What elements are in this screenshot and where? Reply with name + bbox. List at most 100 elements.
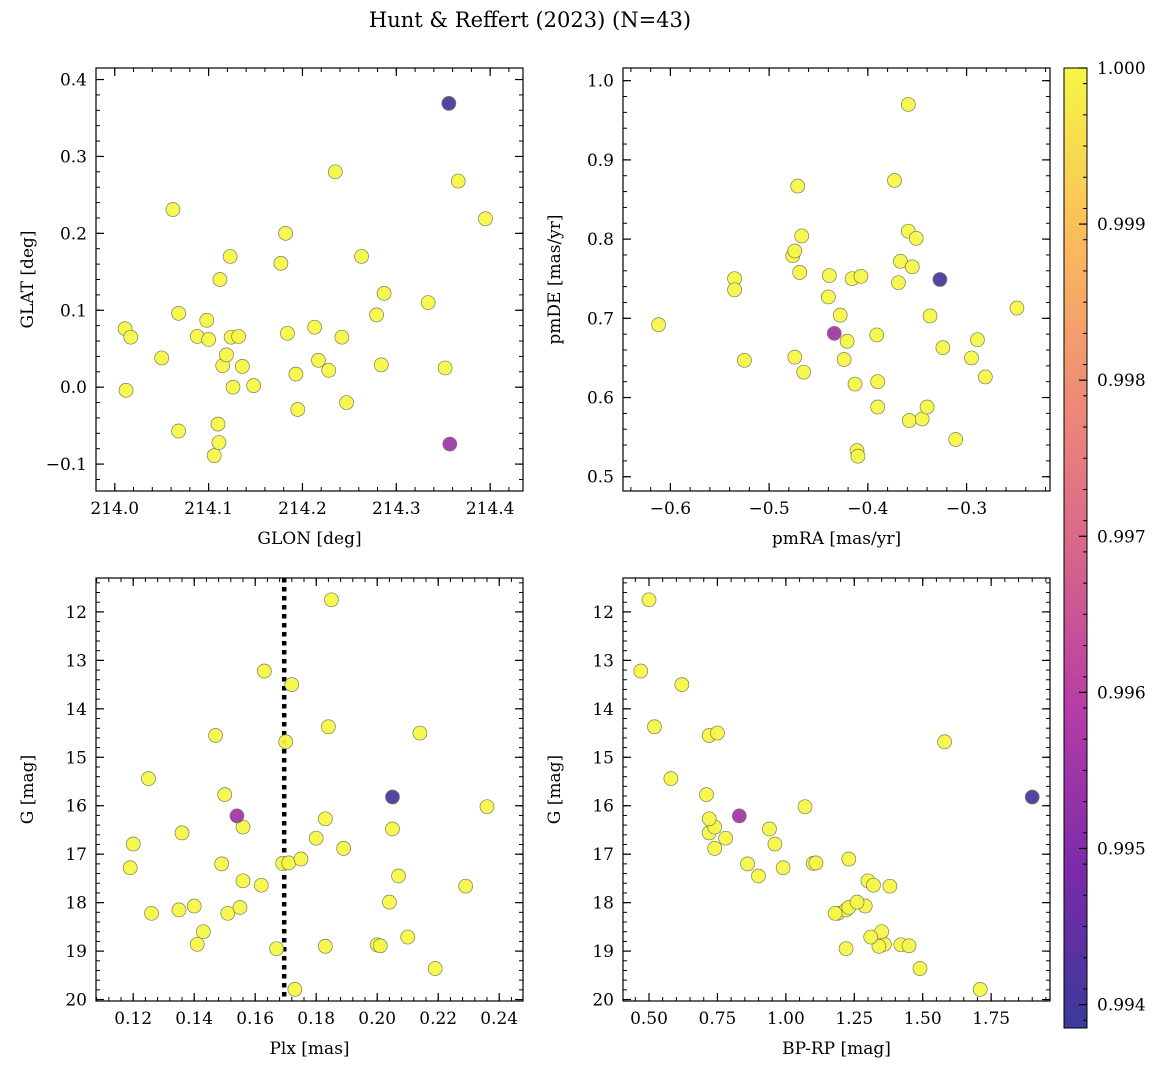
scatter-point <box>450 173 466 189</box>
scatter-point <box>891 275 906 291</box>
scatter-point <box>144 905 159 921</box>
scatter-point <box>787 349 803 365</box>
scatter-point <box>832 307 848 323</box>
scatter-point <box>235 819 251 835</box>
scatter-point <box>919 399 935 415</box>
colorbar-tick-label: 1.000 <box>1097 59 1146 79</box>
scatter-point <box>674 677 690 692</box>
x-tick-label: 0.50 <box>630 1009 668 1029</box>
scatter-point <box>339 395 354 410</box>
x-tick-label: 0.14 <box>175 1009 213 1029</box>
y-axis-label: G [mag] <box>545 755 565 824</box>
scatter-point <box>118 382 134 398</box>
y-tick-label: 0.9 <box>587 151 614 171</box>
scatter-point <box>354 249 369 264</box>
scatter-point <box>385 789 400 805</box>
scatter-point <box>972 982 988 997</box>
scatter-point <box>385 821 400 837</box>
scatter-point <box>123 329 139 345</box>
scatter-point <box>229 808 245 824</box>
scatter-point <box>165 202 181 217</box>
scatter-point <box>211 435 227 450</box>
scatter-point <box>651 317 666 333</box>
y-tick-label: 17 <box>592 845 614 865</box>
scatter-point <box>373 357 389 373</box>
scatter-point <box>964 350 979 366</box>
scatter-point <box>836 352 852 367</box>
scatter-point <box>710 725 725 741</box>
scatter-point <box>808 855 824 871</box>
scatter-point <box>334 329 350 345</box>
y-tick-label: 12 <box>65 603 87 623</box>
y-tick-label: 0.4 <box>60 71 87 91</box>
y-tick-label: 20 <box>65 991 87 1011</box>
scatter-point <box>790 178 806 194</box>
scatter-point <box>412 725 428 741</box>
scatter-point <box>280 325 295 341</box>
scatter-point <box>792 265 808 280</box>
scatter-point <box>912 961 928 976</box>
ticks-plx-g: 0.12 0.14 0.16 0.18 0.20 0.22 0.24 12 13 14 15 16 17… <box>65 578 523 1029</box>
colorbar-gradient <box>1063 67 1088 1029</box>
y-tick-label: 0.8 <box>587 230 614 250</box>
x-tick-label: 0.75 <box>699 1009 737 1029</box>
scatter-point <box>796 364 812 380</box>
x-tick-label: 0.12 <box>114 1009 152 1029</box>
y-tick-label: 14 <box>592 700 614 720</box>
colorbar-tick-label: 0.997 <box>1097 527 1146 547</box>
scatter-point <box>122 860 138 876</box>
x-tick-label: 0.22 <box>419 1009 457 1029</box>
points-glon-glat <box>117 96 493 463</box>
scatter-point <box>391 868 406 884</box>
scatter-point <box>1024 789 1040 805</box>
x-tick-label: −0.4 <box>847 499 888 519</box>
scatter-point <box>382 894 397 910</box>
x-tick-label: 1.75 <box>972 1009 1010 1029</box>
scatter-point <box>647 719 662 735</box>
scatter-point <box>479 799 495 815</box>
scatter-point <box>253 877 269 893</box>
scatter-point <box>232 900 248 915</box>
scatter-point <box>186 898 202 914</box>
scatter-point <box>887 173 902 188</box>
scatter-point <box>287 982 303 997</box>
scatter-point <box>201 332 216 347</box>
scatter-point <box>307 319 323 335</box>
scatter-point <box>762 821 777 837</box>
x-axis-label: GLON [deg] <box>257 529 361 549</box>
scatter-point <box>737 352 752 368</box>
scatter-point <box>376 285 392 301</box>
y-tick-label: 0.7 <box>587 309 614 329</box>
colorbar-tick-label: 0.996 <box>1097 683 1146 703</box>
x-tick-label: 0.24 <box>480 1009 518 1029</box>
panel-bprp-g: 0.50 0.75 1.00 1.25 1.50 1.75 12 13 14 15 16 17 18 19… <box>545 577 1051 1059</box>
scatter-point <box>839 333 855 349</box>
scatter-point <box>841 851 857 867</box>
scatter-point <box>882 878 898 894</box>
scatter-point <box>219 347 234 363</box>
scatter-point <box>284 677 300 692</box>
scatter-point <box>324 592 339 608</box>
y-tick-label: 18 <box>65 894 87 914</box>
x-tick-label: 0.18 <box>297 1009 335 1029</box>
ticks-pmra-pmde: −0.6 −0.5 −0.4 −0.3 0.5 0.6 0.7 0.8 0.9 1.0 <box>587 68 1050 519</box>
points-pmra-pmde <box>651 97 1025 464</box>
x-tick-label: −0.5 <box>748 499 789 519</box>
axes-frame <box>95 577 524 1002</box>
scatter-point <box>922 308 938 324</box>
scatter-point <box>174 825 190 841</box>
scatter-point <box>718 830 733 846</box>
scatter-point <box>437 360 453 376</box>
scatter-point <box>189 936 205 952</box>
y-tick-label: 0.2 <box>60 224 87 244</box>
scatter-point <box>308 830 324 846</box>
scatter-point <box>288 366 304 382</box>
scatter-point <box>849 894 865 910</box>
y-tick-label: 16 <box>65 797 87 817</box>
scatter-point <box>900 97 916 112</box>
scatter-point <box>901 413 917 428</box>
scatter-point <box>699 787 714 802</box>
y-tick-label: 13 <box>65 651 87 671</box>
scatter-point <box>212 272 228 287</box>
scatter-point <box>427 961 443 976</box>
